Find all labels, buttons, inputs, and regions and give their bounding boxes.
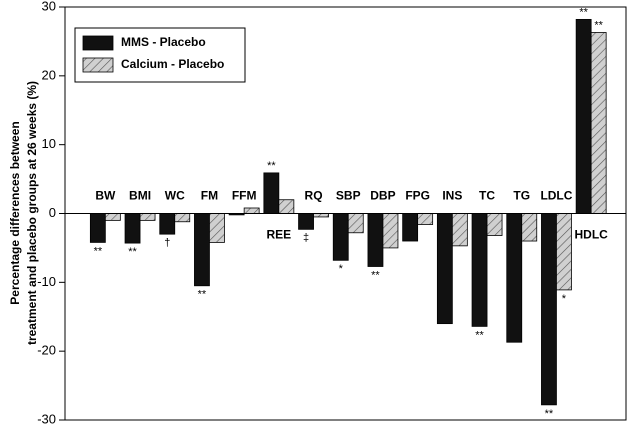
y-tick-label: -10 — [37, 274, 56, 289]
x-tick-label: FFM — [232, 189, 257, 203]
bar — [556, 213, 572, 291]
x-tick-label: FM — [201, 189, 218, 203]
significance-label: ** — [198, 289, 207, 301]
significance-label: * — [562, 293, 567, 305]
bar — [506, 213, 523, 343]
x-tick-label: BW — [95, 189, 116, 203]
significance-label: ** — [94, 245, 103, 257]
x-tick-label: LDLC — [540, 189, 572, 203]
bar — [159, 213, 176, 235]
bar — [263, 172, 280, 214]
x-tick-label: TG — [513, 189, 530, 203]
bar — [575, 18, 592, 214]
bar — [124, 213, 141, 244]
x-tick-label: HDLC — [574, 228, 608, 242]
x-tick-label: INS — [442, 189, 462, 203]
y-tick-label: -30 — [37, 411, 56, 426]
x-tick-label: WC — [165, 189, 185, 203]
significance-label: ** — [579, 6, 588, 18]
bar — [541, 213, 557, 406]
bar — [402, 213, 419, 242]
bar — [382, 213, 399, 249]
bar — [194, 213, 210, 287]
y-axis-label: Percentage differences between — [8, 121, 22, 304]
bar — [298, 213, 314, 230]
significance-label: ** — [371, 269, 380, 281]
x-tick-label: RQ — [305, 189, 323, 203]
bar — [471, 213, 488, 327]
legend-swatch — [82, 35, 114, 51]
legend-label: MMS - Placebo — [121, 35, 206, 49]
significance-label: ** — [594, 19, 603, 31]
bar — [104, 213, 121, 221]
y-tick-label: 30 — [42, 0, 56, 13]
bar — [313, 213, 329, 218]
significance-label: ** — [475, 329, 484, 341]
significance-label: † — [164, 237, 170, 249]
bar — [451, 213, 468, 247]
bar — [521, 213, 538, 242]
y-tick-label: 0 — [49, 205, 56, 220]
bar — [89, 213, 106, 243]
bar — [243, 207, 260, 214]
bar — [174, 213, 191, 223]
bar — [486, 213, 503, 236]
x-tick-label: SBP — [336, 189, 361, 203]
significance-label: ** — [128, 246, 137, 258]
significance-label: ** — [267, 160, 276, 172]
bar — [436, 213, 453, 325]
bar — [139, 213, 156, 221]
x-tick-label: BMI — [129, 189, 151, 203]
significance-label: ‡ — [303, 232, 309, 244]
x-tick-label: REE — [267, 228, 292, 242]
y-axis-label: treatment and placebo groups at 26 weeks… — [25, 81, 39, 345]
bar — [332, 213, 349, 261]
significance-label: * — [339, 263, 344, 275]
significance-label: ** — [545, 408, 554, 420]
y-tick-label: -20 — [37, 343, 56, 358]
bar — [278, 199, 295, 214]
legend-swatch — [82, 57, 114, 73]
bar — [590, 32, 607, 214]
legend-label: Calcium - Placebo — [121, 57, 224, 71]
bar — [347, 213, 364, 234]
x-tick-label: TC — [479, 189, 495, 203]
bar — [209, 213, 225, 243]
x-tick-label: FPG — [405, 189, 430, 203]
x-tick-label: DBP — [370, 189, 395, 203]
y-tick-label: 10 — [42, 136, 56, 151]
y-tick-label: 20 — [42, 67, 56, 82]
bar — [417, 213, 434, 225]
bar — [367, 213, 384, 267]
